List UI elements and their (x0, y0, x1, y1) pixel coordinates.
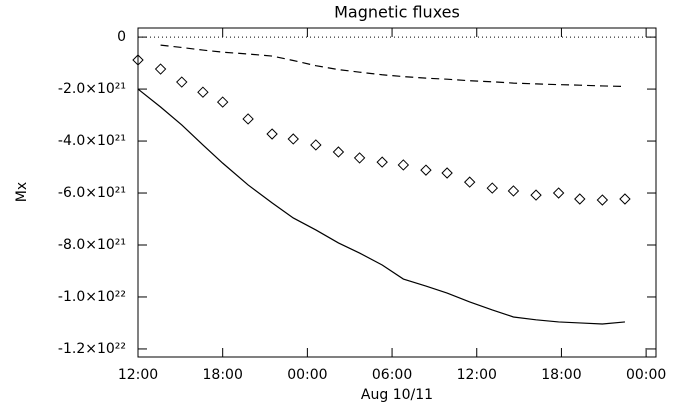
x-tick-label: 12:00 (118, 367, 158, 383)
y-tick-label: -4.0×10²¹ (58, 133, 126, 149)
diamond-marker (574, 193, 586, 205)
diamond-marker (420, 164, 432, 176)
y-tick-label: 0 (117, 29, 126, 45)
diamond-marker (353, 152, 366, 164)
diamond-marker (266, 128, 278, 140)
diamond-marker (197, 86, 209, 98)
x-tick-label: 18:00 (541, 367, 581, 383)
diamond-marker (332, 146, 345, 158)
flux-line (160, 44, 625, 88)
y-tick-label: -1.2×10²² (58, 341, 126, 357)
y-tick-label: -1.0×10²² (58, 289, 126, 305)
diamond-marker (530, 189, 542, 201)
diamond-marker (619, 193, 631, 205)
y-tick-label: -8.0×10²¹ (58, 237, 126, 253)
diamond-marker (463, 176, 476, 188)
plot-frame (137, 27, 657, 358)
diamond-marker (176, 76, 188, 88)
diamond-marker (552, 187, 565, 199)
diamond-marker (216, 96, 229, 108)
diamond-marker (376, 156, 388, 168)
x-tick-label: 12:00 (457, 367, 497, 383)
x-tick-label: 06:00 (372, 367, 412, 383)
diamond-marker (287, 133, 299, 145)
diamond-marker (507, 185, 520, 197)
diamond-marker (310, 139, 322, 151)
diamond-marker (397, 159, 410, 171)
y-tick-label: -6.0×10²¹ (58, 185, 126, 201)
y-tick-label: -2.0×10²¹ (58, 81, 126, 97)
y-axis-label: Mx (14, 182, 30, 202)
x-tick-label: 18:00 (203, 367, 243, 383)
diamond-marker (242, 113, 254, 125)
diamond-marker (154, 63, 167, 75)
diamond-marker (596, 194, 609, 206)
diamond-marker (486, 182, 498, 194)
flux-line (137, 88, 626, 325)
chart-title: Magnetic fluxes (334, 3, 460, 22)
x-tick-label: 00:00 (626, 367, 666, 383)
diamond-marker (441, 167, 453, 179)
diamond-marker (132, 54, 144, 66)
x-axis-label: Aug 10/11 (361, 387, 433, 403)
x-tick-label: 00:00 (287, 367, 327, 383)
